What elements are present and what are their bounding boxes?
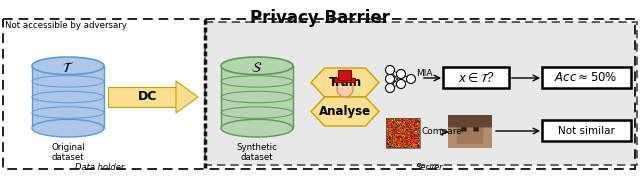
Text: Data holder: Data holder (76, 163, 125, 172)
Text: $\mathcal{S}$: $\mathcal{S}$ (252, 61, 262, 75)
FancyBboxPatch shape (335, 79, 355, 82)
Ellipse shape (32, 57, 104, 75)
Circle shape (397, 70, 406, 79)
Circle shape (385, 84, 394, 93)
Text: Not similar: Not similar (557, 125, 614, 136)
Text: Train: Train (328, 76, 362, 89)
Ellipse shape (32, 119, 104, 137)
Circle shape (397, 79, 406, 88)
FancyBboxPatch shape (108, 87, 176, 107)
Text: Server: Server (416, 163, 444, 172)
Text: Not accessible by adversary: Not accessible by adversary (5, 21, 127, 30)
Polygon shape (311, 97, 379, 126)
FancyBboxPatch shape (205, 22, 637, 165)
Text: Original
dataset: Original dataset (51, 143, 85, 162)
Text: DC: DC (138, 90, 157, 104)
Polygon shape (176, 81, 198, 113)
Circle shape (406, 75, 415, 84)
Ellipse shape (221, 57, 293, 75)
Text: Compare: Compare (422, 127, 463, 136)
FancyBboxPatch shape (32, 66, 104, 128)
FancyBboxPatch shape (339, 70, 351, 81)
Text: $x\in\mathcal{T}$?: $x\in\mathcal{T}$? (458, 70, 494, 84)
Text: MIA: MIA (416, 68, 433, 78)
Text: Synthetic
dataset: Synthetic dataset (237, 143, 277, 162)
FancyBboxPatch shape (443, 67, 509, 88)
Text: $Acc\approx 50\%$: $Acc\approx 50\%$ (554, 71, 618, 84)
Circle shape (337, 81, 353, 97)
Polygon shape (311, 68, 379, 97)
Text: $\mathcal{T}$: $\mathcal{T}$ (62, 61, 74, 75)
FancyBboxPatch shape (542, 67, 631, 88)
FancyBboxPatch shape (542, 120, 631, 141)
Text: Analyse: Analyse (319, 105, 371, 118)
Circle shape (385, 75, 394, 84)
Circle shape (385, 65, 394, 75)
Ellipse shape (221, 119, 293, 137)
FancyBboxPatch shape (221, 66, 293, 128)
Text: Privacy Barrier: Privacy Barrier (250, 9, 390, 27)
